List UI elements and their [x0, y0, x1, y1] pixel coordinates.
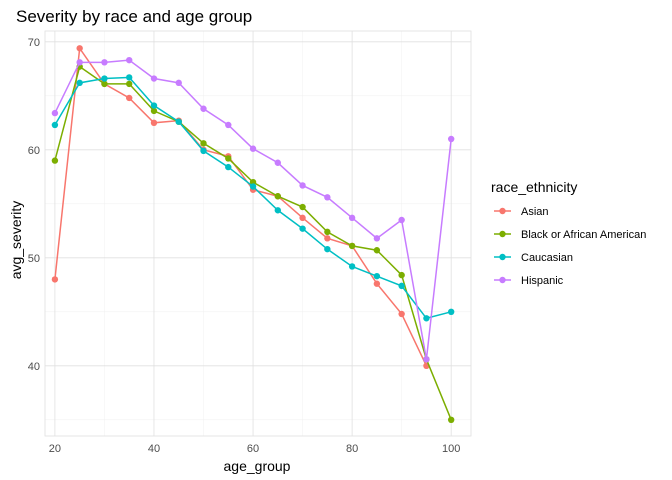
- data-point: [150, 119, 158, 127]
- data-point: [398, 216, 405, 224]
- legend-label: Black or African American: [521, 229, 646, 241]
- data-point: [175, 79, 182, 87]
- data-point: [348, 214, 356, 222]
- legend-items: Asian Black or African American Caucasian H…: [494, 206, 646, 287]
- data-point: [51, 276, 59, 283]
- legend-key-point: [499, 230, 506, 238]
- data-point: [299, 214, 306, 222]
- legend-title: race_ethnicity: [491, 179, 577, 195]
- legend-item-black-or-african-american: Black or African American: [494, 229, 646, 241]
- data-point: [51, 109, 59, 117]
- data-point: [126, 80, 133, 88]
- data-point: [51, 121, 59, 129]
- data-point: [76, 59, 83, 66]
- legend-item-asian: Asian: [494, 206, 549, 218]
- data-point: [398, 271, 405, 279]
- legend-label: Asian: [521, 206, 549, 218]
- data-point: [373, 272, 381, 280]
- data-point: [423, 315, 430, 322]
- x-tick-label: 100: [442, 443, 460, 455]
- y-tick-label: 40: [28, 361, 40, 373]
- data-point: [249, 183, 257, 190]
- data-point: [126, 74, 133, 81]
- data-point: [373, 280, 381, 287]
- y-axis-title: avg_severity: [8, 201, 24, 280]
- data-point: [423, 356, 430, 363]
- data-point: [324, 235, 331, 242]
- data-point: [200, 140, 207, 147]
- major-grid: [45, 31, 471, 436]
- x-tick-label: 20: [49, 443, 61, 455]
- data-point: [150, 75, 158, 82]
- series-asian: [51, 45, 430, 369]
- data-point: [299, 182, 306, 189]
- data-point: [324, 245, 331, 253]
- x-axis-ticks: 20 40 60 80 100: [49, 443, 461, 455]
- data-point: [274, 207, 282, 214]
- plot-panel: [44, 30, 472, 437]
- legend-key-point: [499, 253, 506, 261]
- y-tick-label: 70: [28, 37, 40, 49]
- legend-item-caucasian: Caucasian: [494, 252, 573, 264]
- series-caucasian: [51, 74, 455, 322]
- data-point: [150, 102, 158, 109]
- data-point: [150, 107, 158, 115]
- chart-title: Severity by race and age group: [16, 7, 252, 26]
- data-point: [249, 145, 257, 152]
- data-point: [225, 121, 232, 129]
- data-point: [274, 193, 282, 200]
- data-point: [101, 75, 108, 82]
- data-point: [274, 159, 282, 166]
- x-axis-title: age_group: [224, 458, 291, 474]
- data-point: [225, 155, 232, 162]
- data-point: [225, 163, 232, 171]
- data-point: [126, 94, 133, 102]
- data-point: [398, 282, 405, 290]
- data-point: [76, 79, 83, 87]
- data-point: [398, 310, 405, 318]
- data-point: [447, 416, 455, 423]
- data-point: [373, 235, 381, 242]
- data-point: [299, 203, 306, 211]
- data-point: [324, 228, 331, 236]
- y-axis-ticks: 40 50 60 70: [28, 37, 40, 373]
- data-point: [348, 242, 356, 250]
- data-point: [101, 59, 108, 66]
- series-line-asian: [54, 46, 428, 367]
- data-point: [101, 80, 108, 88]
- legend-label: Caucasian: [521, 252, 573, 264]
- legend: race_ethnicity Asian Black or African Ame…: [491, 179, 646, 287]
- legend-label: Hispanic: [521, 275, 564, 287]
- data-point: [200, 105, 207, 112]
- x-tick-label: 60: [247, 443, 259, 455]
- series-hispanic: [51, 56, 455, 363]
- legend-key-point: [499, 207, 506, 215]
- y-tick-label: 60: [28, 145, 40, 157]
- minor-grid: [45, 31, 471, 436]
- data-point: [200, 147, 207, 155]
- data-point: [348, 263, 356, 270]
- data-point: [447, 135, 455, 143]
- legend-item-hispanic: Hispanic: [494, 275, 564, 287]
- data-point: [299, 225, 306, 232]
- data-point: [175, 118, 182, 125]
- data-point: [126, 56, 133, 64]
- data-point: [447, 308, 455, 315]
- y-tick-label: 50: [28, 253, 40, 265]
- x-tick-label: 80: [346, 443, 358, 455]
- data-point: [51, 157, 59, 164]
- data-point: [324, 194, 331, 201]
- data-point: [373, 247, 381, 254]
- x-tick-label: 40: [148, 443, 160, 455]
- data-point: [76, 45, 83, 52]
- legend-key-point: [499, 276, 506, 284]
- panel-border: [44, 30, 472, 437]
- series-layer: [51, 45, 455, 423]
